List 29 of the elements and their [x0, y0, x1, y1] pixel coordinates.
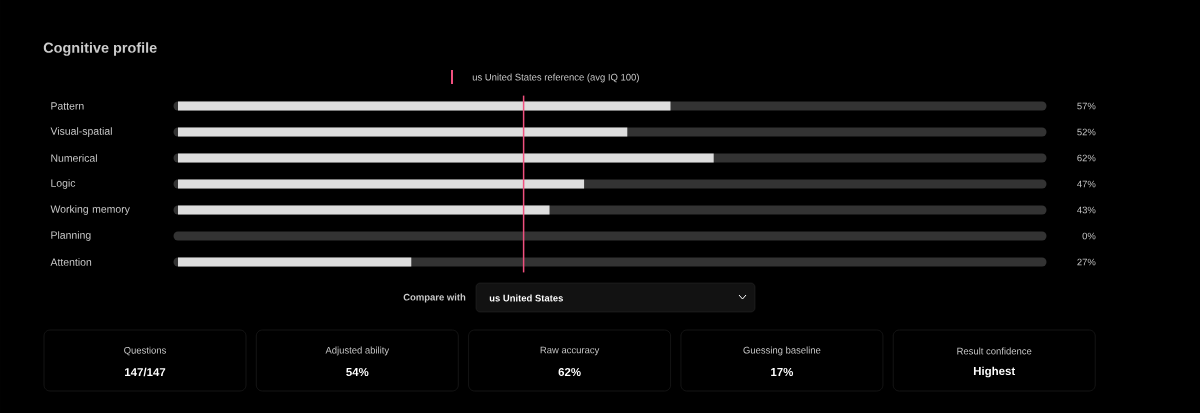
- text: Highest: [973, 366, 1016, 378]
- text: 147/147: [125, 367, 166, 377]
- text: 62%: [558, 367, 581, 377]
- text: 17%: [771, 367, 794, 377]
- text: Questions: [124, 346, 166, 356]
- text: Guessing baseline: [743, 346, 821, 356]
- legend-label: us United States reference (avg IQ 100): [472, 73, 639, 83]
- text: Raw accuracy: [540, 346, 600, 356]
- text: Adjusted ability: [325, 346, 390, 356]
- data-label: 27%: [1077, 258, 1096, 266]
- data-label: 57%: [1077, 102, 1096, 110]
- data-label: 0%: [1082, 232, 1096, 240]
- chart-title: Cognitive profile: [43, 42, 157, 56]
- y-tick-label: Pattern: [51, 102, 84, 110]
- text: us United States: [489, 294, 563, 302]
- data-label: 62%: [1077, 154, 1096, 162]
- y-tick-label: Numerical: [51, 154, 97, 162]
- text: Result confidence: [957, 347, 1032, 355]
- data-label: 52%: [1077, 128, 1096, 136]
- y-tick-label: Attention: [50, 258, 92, 266]
- y-tick-label: Logic: [51, 179, 76, 189]
- y-tick-label: Working memory: [50, 205, 130, 215]
- bar: [178, 257, 412, 267]
- text: Compare with: [403, 293, 466, 303]
- y-tick-label: Planning: [51, 231, 91, 241]
- text: 54%: [346, 367, 369, 377]
- data-label: 43%: [1077, 206, 1096, 214]
- data-label: 47%: [1077, 180, 1096, 188]
- y-tick-label: Visual-spatial: [50, 127, 112, 137]
